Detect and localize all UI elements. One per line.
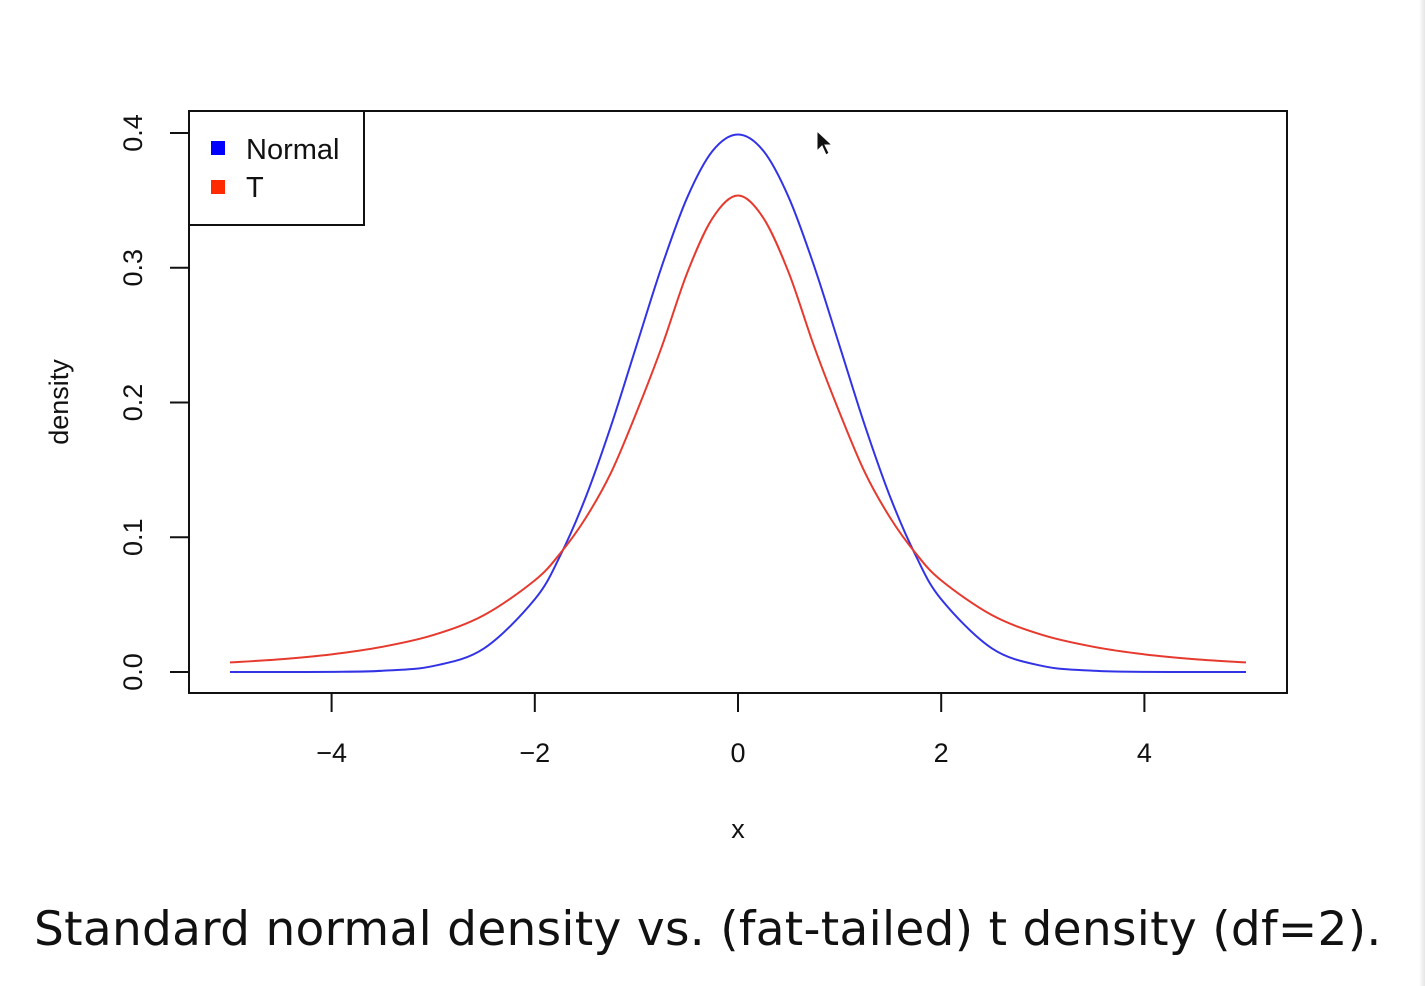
legend-swatch-normal [211, 141, 225, 155]
y-tick-label: 0.0 [118, 653, 148, 691]
x-axis: −4 −2 0 2 4 [316, 692, 1152, 768]
y-tick-label: 0.4 [118, 114, 148, 152]
x-axis-title: x [731, 814, 745, 844]
legend-label-t: T [246, 172, 264, 204]
mouse-cursor-icon [816, 129, 834, 156]
x-tick-label: −4 [316, 738, 347, 768]
density-chart: −4 −2 0 2 4 0.0 0.1 0.2 0.3 0.4 Normal T x densi… [44, 110, 1288, 844]
figure-caption: Standard normal density vs. (fat-tailed)… [34, 902, 1382, 957]
x-tick-label: 2 [934, 738, 949, 768]
x-tick-label: −2 [519, 738, 550, 768]
series-layer [229, 133, 1247, 674]
page-edge-shadow [1419, 0, 1425, 986]
legend-box [188, 110, 365, 226]
series-line-t [229, 194, 1247, 664]
y-axis-title: density [44, 359, 74, 445]
x-tick-label: 0 [730, 738, 745, 768]
legend-swatch-t [211, 180, 225, 194]
legend-label-normal: Normal [246, 134, 339, 166]
y-axis: 0.0 0.1 0.2 0.3 0.4 [118, 114, 190, 691]
series-line-normal [229, 133, 1247, 674]
y-tick-label: 0.3 [118, 249, 148, 287]
y-tick-label: 0.1 [118, 518, 148, 556]
legend: Normal T [188, 110, 365, 226]
y-tick-label: 0.2 [118, 384, 148, 422]
x-tick-label: 4 [1137, 738, 1152, 768]
